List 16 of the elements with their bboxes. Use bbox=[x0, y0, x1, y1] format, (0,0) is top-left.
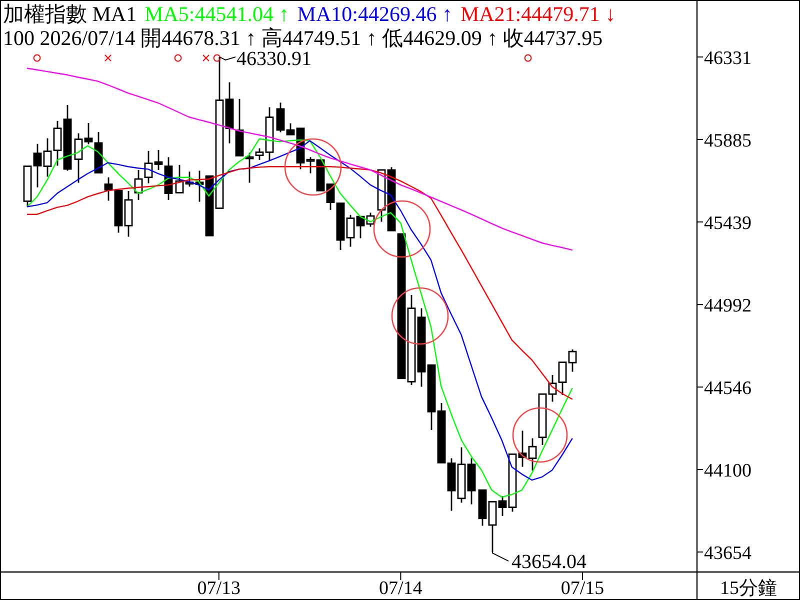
y-tick-label: 45885 bbox=[704, 130, 752, 152]
chart-title: 加權指數 MA1 bbox=[3, 2, 137, 26]
annotation: 43654.04 bbox=[512, 551, 586, 574]
y-tick-label: 44100 bbox=[704, 460, 752, 482]
x-tick-label: 07/14 bbox=[379, 578, 423, 599]
y-tick-label: 46331 bbox=[704, 48, 752, 69]
x-axis-title: 15分鐘 bbox=[720, 578, 777, 599]
text: 100 2026/07/14 開44678.31 ↑ 高44749.51 ↑ 低44629.09 ↑ 收44737.95 bbox=[3, 26, 603, 50]
y-tick-label: 45439 bbox=[704, 212, 752, 234]
x-tick-label: 07/13 bbox=[197, 578, 241, 599]
y-tick-label: 44546 bbox=[704, 378, 752, 400]
annotation: 46330.91 bbox=[236, 48, 312, 70]
y-tick-label: 44992 bbox=[704, 296, 752, 317]
x-tick-label: 07/15 bbox=[560, 578, 604, 599]
y-tick-label: 43654 bbox=[704, 543, 752, 564]
legend: MA5:44541.04 ↑ MA10:44269.46 ↑ MA21:44479.71 ↓ bbox=[144, 2, 616, 26]
